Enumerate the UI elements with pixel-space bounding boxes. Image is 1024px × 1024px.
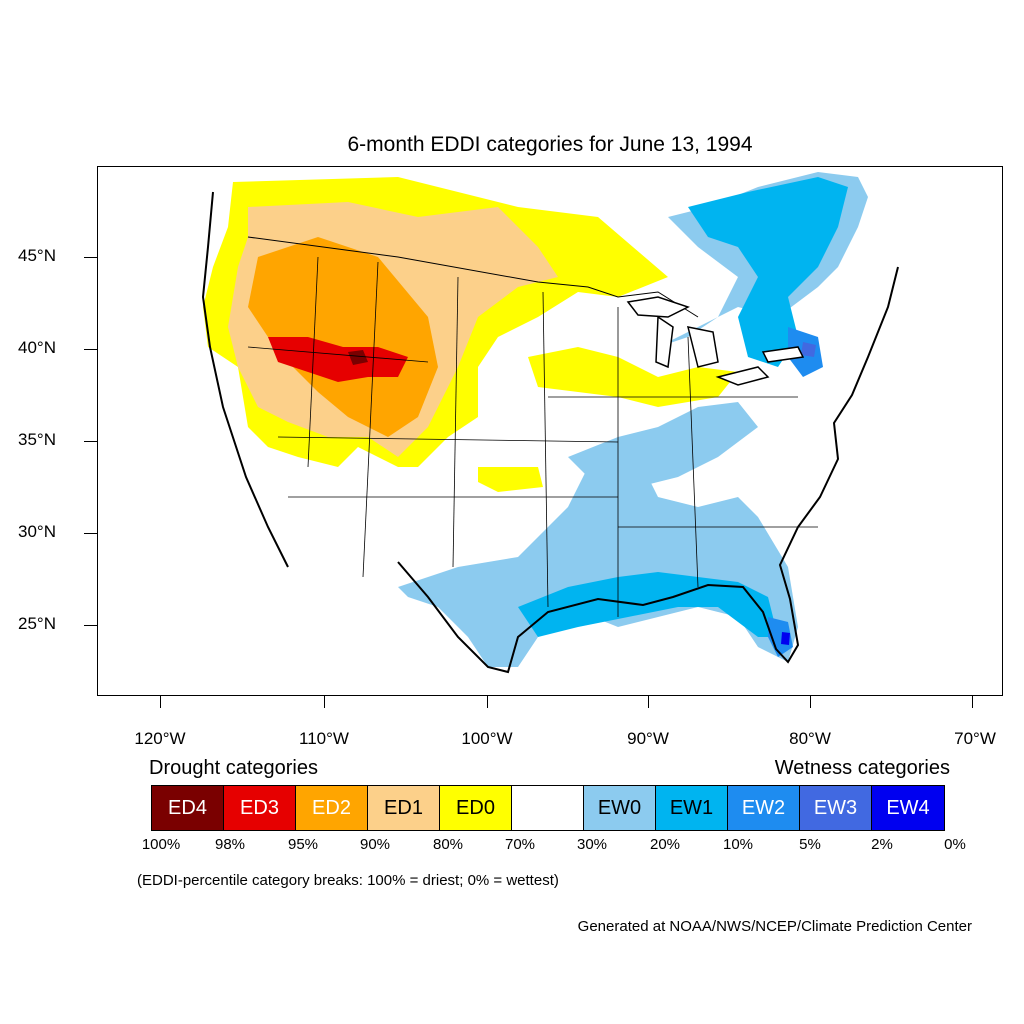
lat-label-25: 25°N	[18, 614, 56, 633]
region-ed4	[348, 350, 368, 365]
pct-break-0: 0%	[944, 836, 966, 853]
lon-label-70: 70°W	[954, 729, 996, 748]
legend-cell-ed1: ED1	[368, 786, 440, 830]
region-ed2	[248, 237, 438, 437]
state-boundaries	[247, 256, 818, 617]
map-panel	[97, 166, 1003, 696]
lon-tick-80	[810, 696, 811, 708]
pct-break-10: 10%	[722, 836, 754, 853]
pct-break-30: 30%	[576, 836, 608, 853]
lat-tick-45	[84, 257, 97, 258]
region-ew3	[801, 342, 816, 357]
legend-cell-ed3: ED3	[224, 786, 296, 830]
legend-cell-ed0: ED0	[440, 786, 512, 830]
legend-bar: ED4 ED3 ED2 ED1 ED0 EW0 EW1 EW2 EW3 EW4	[151, 785, 945, 831]
lon-tick-120	[160, 696, 161, 708]
lon-label-120: 120°W	[134, 729, 186, 748]
wetness-heading: Wetness categories	[774, 757, 950, 779]
drought-heading: Drought categories	[149, 757, 318, 779]
lat-tick-35	[84, 441, 97, 442]
region-ew1-east	[688, 177, 848, 367]
lon-tick-110	[324, 696, 325, 708]
lat-label-40: 40°N	[18, 338, 56, 357]
legend-cell-ed2: ED2	[296, 786, 368, 830]
pct-break-5: 5%	[799, 836, 821, 853]
pct-break-2: 2%	[871, 836, 893, 853]
lon-label-90: 90°W	[627, 729, 669, 748]
lon-tick-70	[972, 696, 973, 708]
legend-cell-ew0: EW0	[584, 786, 656, 830]
pct-break-95: 95%	[287, 836, 319, 853]
legend-cell-ew4: EW4	[872, 786, 944, 830]
pct-break-20: 20%	[649, 836, 681, 853]
lat-label-45: 45°N	[18, 246, 56, 265]
lon-label-110: 110°W	[299, 729, 349, 748]
map-title: 6-month EDDI categories for June 13, 199…	[347, 133, 753, 156]
pct-break-70: 70%	[504, 836, 536, 853]
lon-label-80: 80°W	[789, 729, 831, 748]
legend-cell-ew3: EW3	[800, 786, 872, 830]
us-canada-border	[247, 236, 699, 318]
lat-label-35: 35°N	[18, 430, 56, 449]
pct-break-90: 90%	[359, 836, 391, 853]
lat-tick-30	[84, 533, 97, 534]
legend-cell-ew2: EW2	[728, 786, 800, 830]
pct-break-100: 100%	[141, 836, 181, 853]
region-ed0-east	[528, 347, 738, 407]
legend-cell-ed4: ED4	[152, 786, 224, 830]
region-ed0-south	[478, 467, 543, 492]
lon-label-100: 100°W	[461, 729, 513, 748]
lon-tick-90	[648, 696, 649, 708]
legend-cell-neutral	[512, 786, 584, 830]
region-ew4	[781, 632, 790, 645]
category-note: (EDDI-percentile category breaks: 100% =…	[137, 872, 559, 889]
lon-tick-100	[487, 696, 488, 708]
lat-label-30: 30°N	[18, 522, 56, 541]
credit-line: Generated at NOAA/NWS/NCEP/Climate Predi…	[577, 918, 972, 935]
eddi-map	[201, 172, 899, 674]
lat-tick-25	[84, 625, 97, 626]
legend-cell-ew1: EW1	[656, 786, 728, 830]
region-ew0-south	[398, 447, 798, 667]
region-ew0-mid	[568, 402, 758, 487]
great-lakes	[626, 296, 805, 386]
pct-break-80: 80%	[432, 836, 464, 853]
us-coastline	[201, 191, 899, 674]
lat-tick-40	[84, 349, 97, 350]
pct-break-98: 98%	[214, 836, 246, 853]
